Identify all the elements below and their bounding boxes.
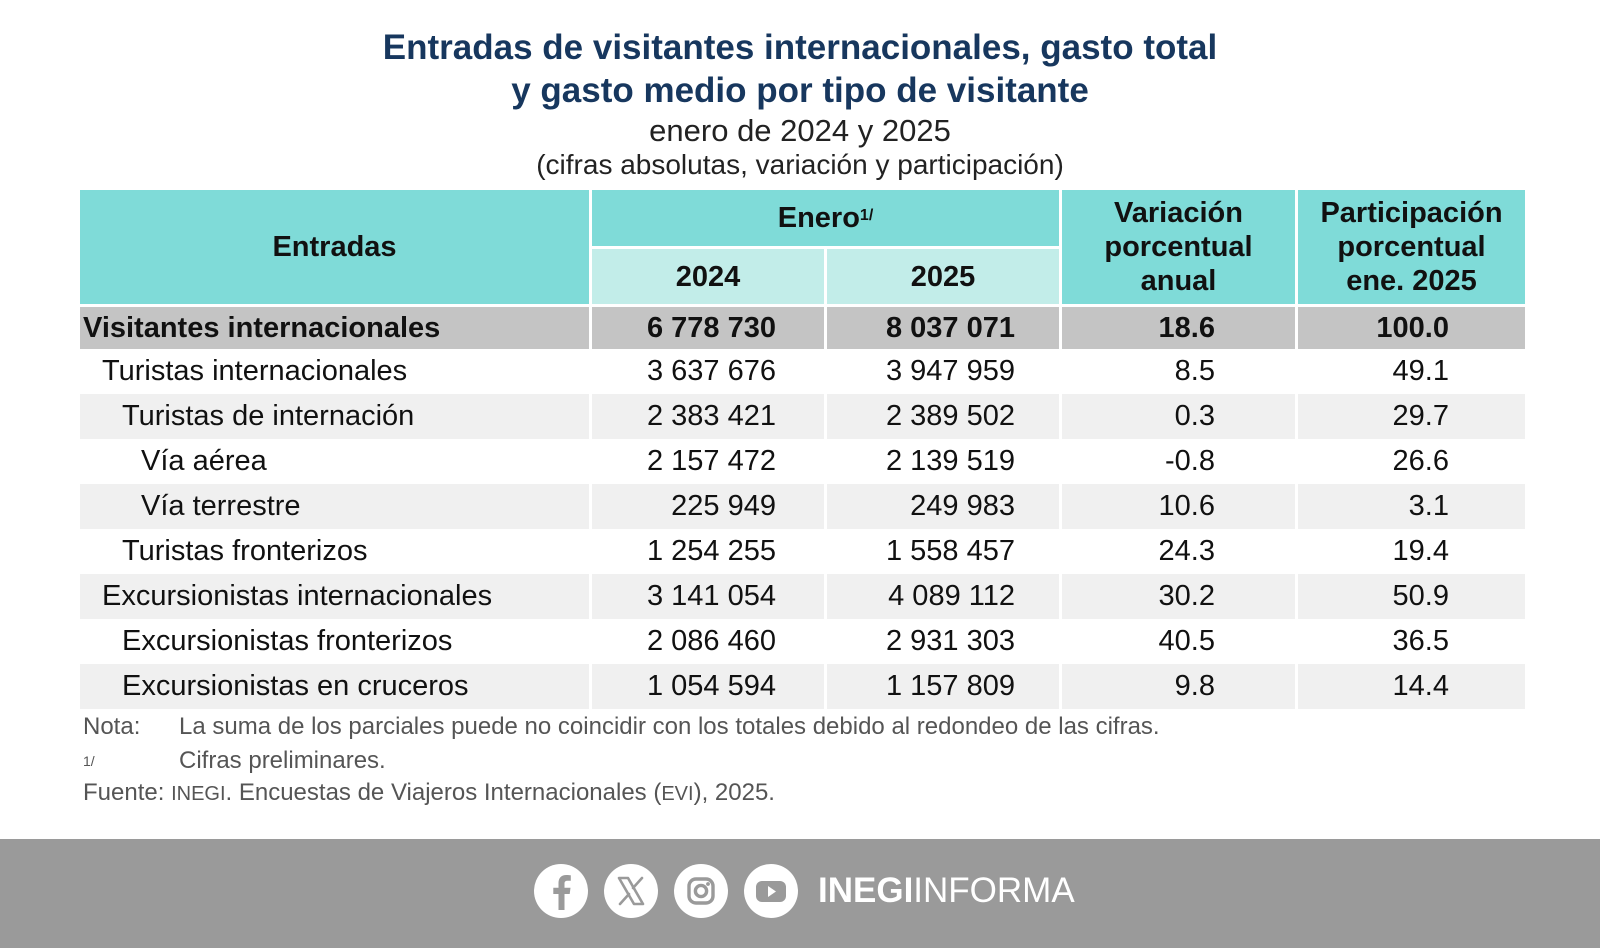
header-enero: Enero1/ — [589, 187, 1062, 249]
header-participacion-line-3: ene. 2025 — [1346, 265, 1477, 297]
row-label: Turistas internacionales — [77, 349, 592, 394]
cell-variacion: 9.8 — [1059, 664, 1298, 709]
note-label: Nota: — [83, 713, 141, 740]
cell-participacion: 36.5 — [1295, 619, 1528, 664]
cell-2025: 2 389 502 — [824, 394, 1062, 439]
row-label: Excursionistas fronterizos — [77, 619, 592, 664]
cell-variacion: 0.3 — [1059, 394, 1298, 439]
cell-participacion: 100.0 — [1295, 305, 1528, 349]
cell-variacion: 40.5 — [1059, 619, 1298, 664]
table-row: Excursionistas en cruceros 1 054 594 1 1… — [77, 664, 1528, 709]
cell-2024: 1 054 594 — [589, 664, 827, 709]
header-enero-label: Enero — [777, 202, 860, 234]
source-abbr: EVI — [661, 783, 694, 805]
row-label: Vía aérea — [77, 439, 592, 484]
table-row: Turistas fronterizos 1 254 255 1 558 457… — [77, 529, 1528, 574]
table-row-total: Visitantes internacionales 6 778 730 8 0… — [77, 305, 1528, 349]
cell-2025: 1 558 457 — [824, 529, 1062, 574]
cell-2025: 249 983 — [824, 484, 1062, 529]
cell-2024: 3 141 054 — [589, 574, 827, 619]
title-block: Entradas de visitantes internacionales, … — [0, 26, 1600, 181]
footer-bar: INEGIINFORMA — [0, 839, 1600, 948]
cell-2024: 2 086 460 — [589, 619, 827, 664]
header-year-2025: 2025 — [824, 246, 1062, 307]
cell-variacion: 30.2 — [1059, 574, 1298, 619]
cell-2025: 4 089 112 — [824, 574, 1062, 619]
cell-2024: 2 383 421 — [589, 394, 827, 439]
cell-variacion: 24.3 — [1059, 529, 1298, 574]
cell-2024: 1 254 255 — [589, 529, 827, 574]
cell-2025: 2 139 519 — [824, 439, 1062, 484]
cell-2025: 8 037 071 — [824, 305, 1062, 349]
cell-2025: 3 947 959 — [824, 349, 1062, 394]
row-label: Excursionistas internacionales — [77, 574, 592, 619]
footnote-marker: 1/ — [83, 753, 95, 769]
brand-bold: INEGI — [818, 871, 914, 910]
cell-2024: 225 949 — [589, 484, 827, 529]
header-participacion: Participación porcentual ene. 2025 — [1295, 187, 1528, 307]
chart-units: (cifras absolutas, variación y participa… — [536, 149, 1064, 180]
table-row: Vía aérea 2 157 472 2 139 519 -0.8 26.6 — [77, 439, 1528, 484]
header-enero-footnote: 1/ — [859, 207, 874, 224]
social-links: INEGIINFORMA — [534, 863, 1075, 919]
table-row: Excursionistas fronterizos 2 086 460 2 9… — [77, 619, 1528, 664]
youtube-icon[interactable] — [744, 864, 798, 918]
row-label: Turistas de internación — [77, 394, 592, 439]
chart-title-line-1: Entradas de visitantes internacionales, … — [382, 28, 1218, 67]
source-org: INEGI — [171, 783, 226, 805]
source-text-1: . Encuestas de Viajeros Internacionales … — [225, 779, 662, 806]
source-label: Fuente: — [83, 779, 165, 806]
source-line: Fuente: INEGI. Encuestas de Viajeros Int… — [83, 779, 775, 807]
x-icon[interactable] — [604, 864, 658, 918]
header-variacion: Variación porcentual anual — [1059, 187, 1298, 307]
cell-variacion: 10.6 — [1059, 484, 1298, 529]
header-year-2024: 2024 — [589, 246, 827, 307]
table-row: Excursionistas internacionales 3 141 054… — [77, 574, 1528, 619]
footnote-text: Cifras preliminares. — [179, 747, 386, 774]
cell-2024: 3 637 676 — [589, 349, 827, 394]
cell-variacion: 8.5 — [1059, 349, 1298, 394]
header-participacion-line-1: Participación — [1320, 197, 1503, 229]
table-row: Turistas internacionales 3 637 676 3 947… — [77, 349, 1528, 394]
cell-participacion: 26.6 — [1295, 439, 1528, 484]
row-label: Excursionistas en cruceros — [77, 664, 592, 709]
header-variacion-line-3: anual — [1140, 265, 1217, 297]
source-text-2: ), 2025. — [693, 779, 775, 806]
header-variacion-line-2: porcentual — [1104, 231, 1253, 263]
cell-2025: 1 157 809 — [824, 664, 1062, 709]
cell-variacion: 18.6 — [1059, 305, 1298, 349]
header-entradas: Entradas — [77, 187, 592, 307]
cell-participacion: 14.4 — [1295, 664, 1528, 709]
cell-participacion: 3.1 — [1295, 484, 1528, 529]
row-label: Visitantes internacionales — [77, 305, 592, 349]
cell-participacion: 29.7 — [1295, 394, 1528, 439]
cell-2024: 2 157 472 — [589, 439, 827, 484]
cell-2024: 6 778 730 — [589, 305, 827, 349]
cell-participacion: 50.9 — [1295, 574, 1528, 619]
cell-variacion: -0.8 — [1059, 439, 1298, 484]
row-label: Vía terrestre — [77, 484, 592, 529]
header-entradas-label: Entradas — [272, 231, 397, 263]
instagram-icon[interactable] — [674, 864, 728, 918]
cell-participacion: 19.4 — [1295, 529, 1528, 574]
table-row: Turistas de internación 2 383 421 2 389 … — [77, 394, 1528, 439]
chart-title-line-2: y gasto medio por tipo de visitante — [511, 71, 1089, 110]
cell-participacion: 49.1 — [1295, 349, 1528, 394]
note-text: La suma de los parciales puede no coinci… — [179, 713, 1160, 740]
row-label: Turistas fronterizos — [77, 529, 592, 574]
data-table: Entradas Enero1/ Variación porcentual an… — [77, 187, 1528, 709]
header-participacion-line-2: porcentual — [1337, 231, 1486, 263]
brand-light: INFORMA — [913, 871, 1075, 910]
brand-inegi-informa[interactable]: INEGIINFORMA — [818, 871, 1075, 911]
header-variacion-line-1: Variación — [1114, 197, 1243, 229]
chart-period: enero de 2024 y 2025 — [649, 113, 951, 148]
table-row: Vía terrestre 225 949 249 983 10.6 3.1 — [77, 484, 1528, 529]
facebook-icon[interactable] — [534, 864, 588, 918]
cell-2025: 2 931 303 — [824, 619, 1062, 664]
